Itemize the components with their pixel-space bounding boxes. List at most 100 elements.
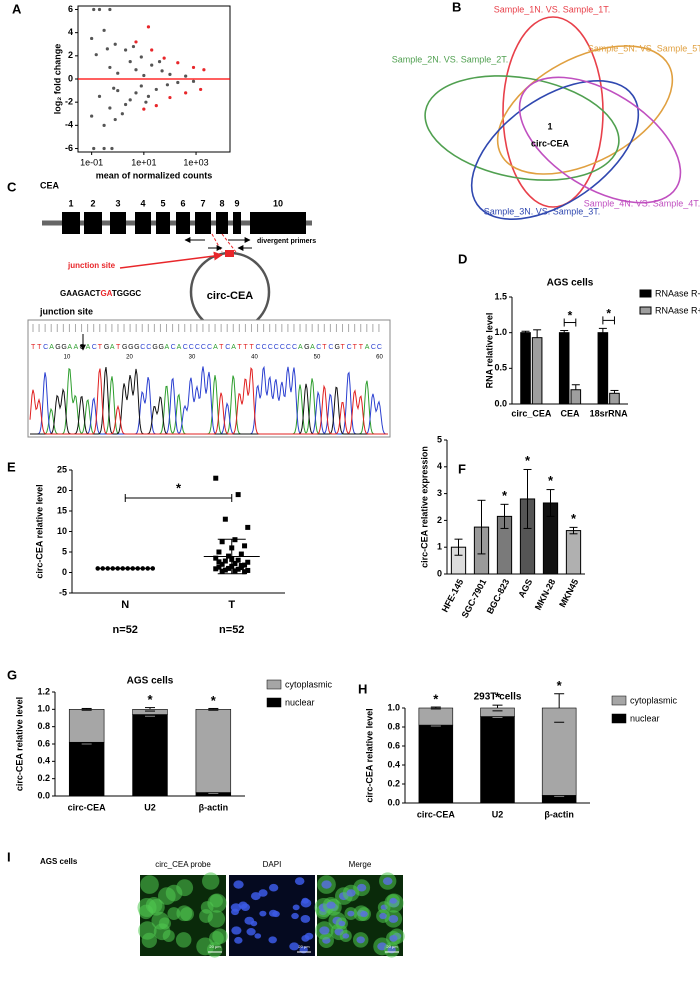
venn-set <box>496 45 674 175</box>
point <box>120 112 124 116</box>
x-tick-label: MKN-28 <box>533 577 558 611</box>
bar-segment <box>68 709 105 743</box>
y-tick-label: 0.2 <box>37 773 50 783</box>
x-tick-label: 1e-01 <box>80 157 103 167</box>
exon-number: 8 <box>219 198 224 208</box>
point <box>222 558 228 564</box>
nucleus <box>231 926 242 935</box>
point <box>116 88 120 93</box>
nucleus <box>347 910 355 917</box>
exon <box>216 212 228 234</box>
chart-title: AGS cells <box>127 676 174 687</box>
point <box>184 91 188 95</box>
point <box>102 28 106 32</box>
point <box>97 7 102 12</box>
point <box>131 44 136 49</box>
point <box>105 47 109 51</box>
seq-part: GAAGACT <box>60 289 101 298</box>
x-tick-label: 18srRNA <box>590 408 629 418</box>
nucleus <box>346 889 356 897</box>
exon-number: 6 <box>180 198 185 208</box>
nucleus <box>259 910 267 917</box>
point <box>108 65 112 70</box>
bar-segment <box>480 707 515 717</box>
significance: * <box>557 678 563 693</box>
point <box>199 87 203 92</box>
trace <box>30 365 388 435</box>
panel-label: G <box>7 667 17 682</box>
exon <box>135 212 151 234</box>
x-tick-label: circ_CEA <box>511 408 552 418</box>
point <box>213 555 219 561</box>
position-label: 20 <box>126 355 133 361</box>
junction-guide <box>211 233 223 253</box>
scale-label: 20 μm <box>386 944 398 949</box>
junction-arrow <box>119 251 223 269</box>
venn-label: Sample_1N. VS. Sample_1T. <box>494 4 611 14</box>
nucleus <box>291 912 299 920</box>
point <box>108 106 112 110</box>
y-tick-label: 0 <box>437 568 442 578</box>
nucleus <box>254 933 262 939</box>
point <box>108 7 112 12</box>
point <box>202 68 206 72</box>
venn-set <box>502 16 604 208</box>
significance: * <box>495 690 501 705</box>
nucleus <box>356 883 367 892</box>
y-tick-label: 1.2 <box>37 686 50 696</box>
point <box>235 557 241 563</box>
nucleus <box>300 915 311 923</box>
point <box>124 48 128 52</box>
nucleus <box>301 897 309 904</box>
point <box>128 60 132 64</box>
point <box>165 83 170 87</box>
point <box>242 569 248 575</box>
y-tick-label: 6 <box>68 4 73 14</box>
point <box>242 543 248 549</box>
point <box>113 42 117 46</box>
point <box>110 146 114 151</box>
point <box>176 61 180 65</box>
panel-label: F <box>458 461 466 476</box>
x-tick-label: HFE-145 <box>440 577 466 613</box>
base-calls: T T CAGGAAGACT GAT GGGCCGGACACCCCCAT CAT T T CCC… <box>31 344 382 351</box>
significance: * <box>211 693 217 708</box>
nucleus <box>272 910 280 918</box>
venn <box>424 16 682 220</box>
significance: * <box>548 473 554 488</box>
bar-segment <box>195 709 232 793</box>
nucleus <box>289 942 300 951</box>
point <box>112 86 116 90</box>
y-tick-label: 0.6 <box>37 738 50 748</box>
seq-junction: GA <box>100 289 112 298</box>
bar-segment <box>418 724 454 804</box>
point <box>238 551 244 557</box>
exon <box>110 212 126 234</box>
bar-segment <box>541 707 577 796</box>
junction-sequence: GAAGACTGATGGGC <box>60 289 141 298</box>
y-axis-label: circ-CEA relative level <box>14 697 24 791</box>
scale-label: 20 μm <box>209 944 221 949</box>
panel-label: B <box>452 0 461 14</box>
y-tick-label: 0.4 <box>387 759 400 769</box>
chart-title: AGS cells <box>547 278 594 289</box>
nucleus <box>342 933 350 939</box>
point <box>162 56 166 60</box>
legend-label: cytoplasmic <box>630 695 678 705</box>
point <box>216 559 222 565</box>
y-tick-label: 1 <box>437 542 442 552</box>
bar <box>597 332 609 405</box>
y-tick-label: 0 <box>68 73 73 83</box>
trace <box>29 366 388 435</box>
y-tick-label: 0.5 <box>494 363 507 373</box>
exon-number: 2 <box>90 198 95 208</box>
x-tick-label: N <box>121 599 129 611</box>
nucleus <box>338 920 346 927</box>
cell <box>145 897 163 914</box>
venn-set <box>470 80 640 220</box>
y-tick-label: 0.0 <box>494 398 507 408</box>
y-tick-label: 5 <box>62 546 67 556</box>
exon <box>233 212 241 234</box>
point <box>160 69 164 73</box>
micrograph-title: DAPI <box>263 860 282 869</box>
